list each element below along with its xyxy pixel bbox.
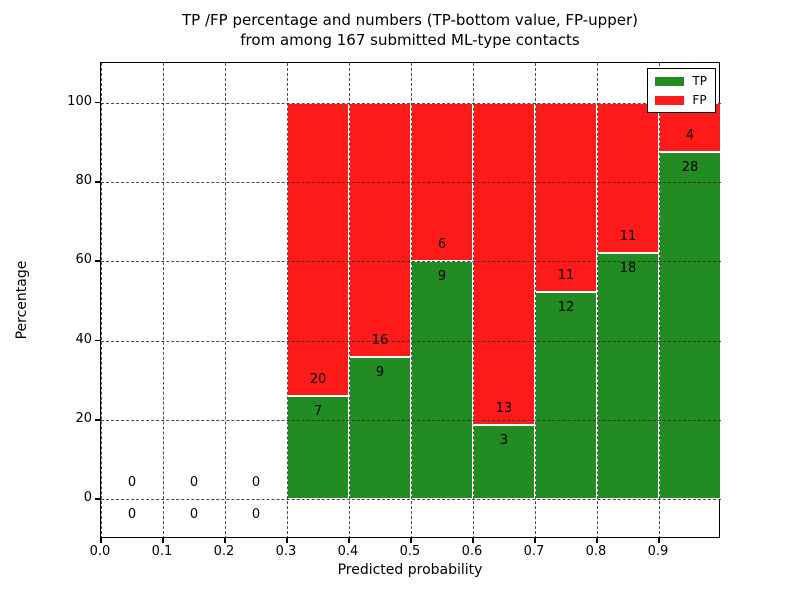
bar-segment-tp-0.8-0.9 [597, 253, 659, 500]
bar-segment-fp-0.3-0.4 [287, 102, 349, 397]
x-tick-label-0.5: 0.5 [399, 544, 421, 559]
y-tick-20 [95, 419, 100, 421]
bar-count-fp-0.3-0.4: 20 [309, 372, 327, 388]
y-tick-label-80: 80 [75, 173, 92, 188]
legend-item-fp: FP [655, 93, 707, 107]
x-tick-label-0.7: 0.7 [523, 544, 545, 559]
bar-segment-tp-0.5-0.6 [411, 261, 473, 500]
y-tick-0 [95, 498, 100, 500]
x-tick-label-0.9: 0.9 [647, 544, 669, 559]
x-tick-label-0.3: 0.3 [275, 544, 297, 559]
x-tick-label-0.8: 0.8 [585, 544, 607, 559]
y-tick-label-100: 100 [67, 93, 92, 109]
bar-segment-tp-0.9-1.0 [659, 152, 721, 500]
gridline-x-0.2 [225, 63, 226, 539]
x-tick-label-0.1: 0.1 [151, 544, 173, 559]
x-tick-0.0 [100, 538, 102, 543]
bar-segment-tp-0.6-0.7 [473, 424, 535, 500]
x-tick-0.4 [348, 538, 350, 543]
x-tick-0.2 [224, 538, 226, 543]
x-tick-label-0.0: 0.0 [89, 544, 111, 559]
bar-segment-fp-0.7-0.8 [535, 102, 597, 293]
gridline-x-0.0 [101, 63, 102, 539]
legend: TP FP [647, 68, 716, 113]
legend-label-fp: FP [692, 93, 707, 107]
x-tick-label-0.6: 0.6 [461, 544, 483, 559]
gridline-x-0.4 [349, 63, 350, 539]
x-axis-label: Predicted probability [337, 562, 483, 578]
bar-count-fp-0.0-0.1: 0 [127, 475, 137, 491]
bar-count-fp-0.4-0.5: 16 [371, 332, 389, 348]
chart-title-line1: TP /FP percentage and numbers (TP-bottom… [182, 11, 638, 29]
y-tick-label-40: 40 [75, 331, 92, 347]
x-tick-0.8 [596, 538, 598, 543]
x-tick-0.3 [286, 538, 288, 543]
gridline-x-0.8 [597, 63, 598, 539]
bar-segment-tp-0.4-0.5 [349, 356, 411, 500]
y-tick-100 [95, 101, 100, 104]
legend-label-tp: TP [692, 74, 707, 88]
bar-count-tp-0.2-0.3: 0 [251, 507, 261, 523]
y-tick-label-60: 60 [75, 252, 92, 268]
bar-segment-fp-0.4-0.5 [349, 102, 411, 357]
bar-count-fp-0.2-0.3: 0 [251, 475, 261, 491]
legend-swatch-tp [655, 76, 685, 86]
x-tick-0.9 [658, 538, 660, 543]
y-axis-label: Percentage [14, 260, 30, 340]
legend-item-tp: TP [655, 74, 707, 88]
y-tick-80 [95, 181, 100, 183]
bar-count-tp-0.6-0.7: 3 [499, 432, 509, 448]
bar-count-tp-0.8-0.9: 18 [619, 261, 637, 277]
y-tick-label-20: 20 [75, 411, 92, 426]
gridline-x-0.6 [473, 63, 474, 539]
legend-swatch-fp [655, 95, 685, 105]
gridline-x-0.3 [287, 63, 288, 539]
x-tick-0.6 [472, 538, 474, 543]
y-tick-40 [95, 339, 100, 342]
gridline-x-0.5 [411, 63, 412, 539]
bar-count-tp-0.9-1.0: 28 [681, 160, 699, 176]
gridline-x-0.1 [163, 63, 164, 539]
gridline-x-0.7 [535, 63, 536, 539]
x-tick-label-0.2: 0.2 [213, 544, 235, 559]
bar-count-tp-0.7-0.8: 12 [557, 300, 575, 316]
bar-count-fp-0.9-1.0: 4 [685, 128, 695, 144]
bar-count-tp-0.5-0.6: 9 [437, 269, 447, 285]
bar-count-tp-0.3-0.4: 7 [313, 404, 323, 420]
bar-segment-tp-0.7-0.8 [535, 292, 597, 500]
plot-area: TP FP 0 0 0 0 0 0 20 7 16 9 6 9 13 3 11 12 11 18 4 28 [100, 62, 721, 539]
chart-title-line2: from among 167 submitted ML-type contact… [240, 31, 580, 49]
bar-count-fp-0.6-0.7: 13 [495, 400, 513, 416]
bar-count-fp-0.1-0.2: 0 [189, 475, 199, 491]
x-tick-0.5 [410, 538, 412, 543]
y-tick-label-0: 0 [83, 490, 92, 506]
bar-count-tp-0.0-0.1: 0 [127, 507, 137, 523]
bar-count-tp-0.4-0.5: 9 [375, 364, 385, 380]
bar-segment-fp-0.6-0.7 [473, 102, 535, 425]
bar-count-fp-0.8-0.9: 11 [619, 229, 637, 245]
chart-title: TP /FP percentage and numbers (TP-bottom… [100, 10, 720, 50]
x-tick-label-0.4: 0.4 [337, 544, 359, 559]
bar-count-fp-0.7-0.8: 11 [557, 268, 575, 284]
x-tick-0.7 [534, 538, 536, 543]
bar-count-fp-0.5-0.6: 6 [437, 237, 447, 253]
y-tick-60 [95, 260, 100, 262]
x-tick-0.1 [162, 538, 164, 543]
gridline-x-0.9 [659, 63, 660, 539]
bar-count-tp-0.1-0.2: 0 [189, 507, 199, 523]
